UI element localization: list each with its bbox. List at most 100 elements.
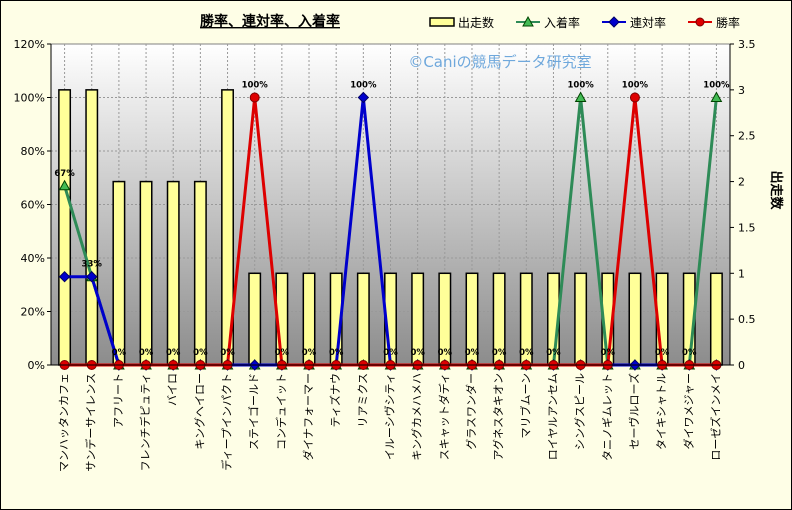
legend-label: 連対率 <box>630 15 666 30</box>
y2-tick-label: 2 <box>738 176 745 189</box>
data-label: 0% <box>329 348 344 358</box>
bar <box>58 89 72 366</box>
y2-tick-label: 1 <box>738 267 745 280</box>
data-label: 0% <box>166 348 181 358</box>
bar <box>574 272 588 366</box>
data-label: 0% <box>546 348 561 358</box>
data-label: 100% <box>242 81 269 91</box>
x-tick-label: ティズナウ <box>328 373 342 427</box>
legend-label: 出走数 <box>458 15 494 30</box>
point-marker <box>629 92 640 103</box>
x-tick-label: リアミクス <box>356 373 369 427</box>
x-tick-label: フレンチデピュティ <box>138 373 152 471</box>
x-tick-label: タニノギムレット <box>601 373 614 461</box>
bar <box>628 272 642 366</box>
bar <box>166 180 180 366</box>
legend-marker <box>695 17 705 27</box>
data-label: 0% <box>275 348 290 358</box>
x-tick-label: マンハッタンカフェ <box>58 373 71 472</box>
x-tick-label: バイロ <box>166 373 179 406</box>
y-tick-label: 40% <box>21 252 45 265</box>
x-tick-label: タイキシャトル <box>655 373 668 450</box>
x-tick-label: ディープインパクト <box>220 373 234 471</box>
x-tick-label: アフリート <box>112 373 125 428</box>
data-label: 0% <box>655 348 670 358</box>
x-tick-label: セーヴルローズ <box>627 373 641 449</box>
chart-title: 勝率、連対率、入着率 <box>200 13 340 30</box>
bar <box>356 272 370 366</box>
legend-label: 入着率 <box>544 15 580 30</box>
data-label: 0% <box>139 348 154 358</box>
data-label: 0% <box>410 348 425 358</box>
data-label: 0% <box>465 348 480 358</box>
x-tick-label: ロイヤルアンセム <box>546 373 559 460</box>
bar-series <box>58 89 723 366</box>
axes: 0% 20% 40% 60% 80% 100% 120% 0 0.5 1 1.5 2 2.5 3 3.5 <box>14 38 756 372</box>
x-tick-label: イルーシヴシティ <box>383 373 397 460</box>
y2-tick-label: 1.5 <box>738 221 756 234</box>
x-tick-label: シングスピール <box>573 373 587 450</box>
x-tick-label: キングヘイロー <box>192 373 206 450</box>
legend-marker <box>522 15 534 27</box>
data-label: 0% <box>601 348 616 358</box>
x-tick-labels: マンハッタンカフェ サンデーサイレンス アフリート フレンチデピュティ バイロ キングヘイ… <box>58 373 723 472</box>
data-label: 100% <box>703 81 730 91</box>
y2-tick-label: 3 <box>738 84 745 97</box>
bar <box>139 180 153 366</box>
data-label: 0% <box>438 348 453 358</box>
bar <box>193 180 207 366</box>
x-tick-label: サンデーサイレンス <box>84 373 98 472</box>
x-tick-label: キングカメハメハ <box>410 373 424 461</box>
y2-axis-title: 出走数 <box>768 170 784 210</box>
data-label: 100% <box>567 81 594 91</box>
legend-marker <box>608 16 620 28</box>
legend-label: 勝率 <box>716 15 740 30</box>
data-label: 0% <box>112 348 127 358</box>
y-tick-label: 100% <box>14 92 45 105</box>
point-marker <box>710 91 723 102</box>
point-marker <box>58 271 71 283</box>
data-labels: 67% 33% 0% 0% 0% 0% 0% 100% 0% 0% 0% 100% 0% 0% 0% 0% 0%… <box>54 81 730 359</box>
y2-tick-label: 2.5 <box>738 130 756 143</box>
data-label: 0% <box>193 348 208 358</box>
y-tick-label: 20% <box>21 306 45 319</box>
x-tick-label: ステイゴールド <box>247 373 261 450</box>
x-tick-label: アグネスタキオン <box>491 373 505 460</box>
watermark: ©Caniの競馬データ研究室 <box>408 53 591 71</box>
bar <box>112 180 126 366</box>
y-tick-label: 0% <box>28 359 45 372</box>
y-tick-label: 80% <box>21 145 45 158</box>
data-label: 67% <box>54 169 75 179</box>
point-marker <box>357 91 370 104</box>
bar <box>709 272 723 366</box>
y2-tick-label: 0.5 <box>738 313 756 326</box>
y-tick-label: 60% <box>21 199 45 212</box>
y-tick-label: 120% <box>14 38 45 51</box>
x-tick-label: コンデュイット <box>274 373 288 450</box>
point-marker <box>58 179 71 191</box>
data-label: 0% <box>519 348 534 358</box>
bar <box>85 89 99 366</box>
x-tick-label: グラスワンダー <box>464 373 478 450</box>
bar <box>248 272 262 366</box>
point-marker <box>574 91 587 102</box>
data-label: 100% <box>350 81 377 91</box>
x-tick-label: ダイワメジャー <box>681 373 695 449</box>
y2-tick-label: 0 <box>738 359 745 372</box>
data-label: 100% <box>622 81 649 91</box>
y2-tick-label: 3.5 <box>738 38 756 51</box>
data-label: 0% <box>220 348 235 358</box>
x-tick-label: マリブムーン <box>518 373 532 438</box>
x-tick-label: ローゼズインメイ <box>708 373 722 461</box>
data-label: 0% <box>302 348 317 358</box>
data-label: 33% <box>82 260 103 270</box>
data-label: 0% <box>492 348 507 358</box>
x-tick-label: スキャットダディ <box>437 373 451 460</box>
point-marker <box>249 92 260 103</box>
data-label: 0% <box>383 348 398 358</box>
x-tick-label: ダイナフォーマー <box>301 373 315 461</box>
legend-swatch <box>429 17 455 27</box>
legend: 出走数 入着率 連対率 勝率 <box>429 15 740 30</box>
